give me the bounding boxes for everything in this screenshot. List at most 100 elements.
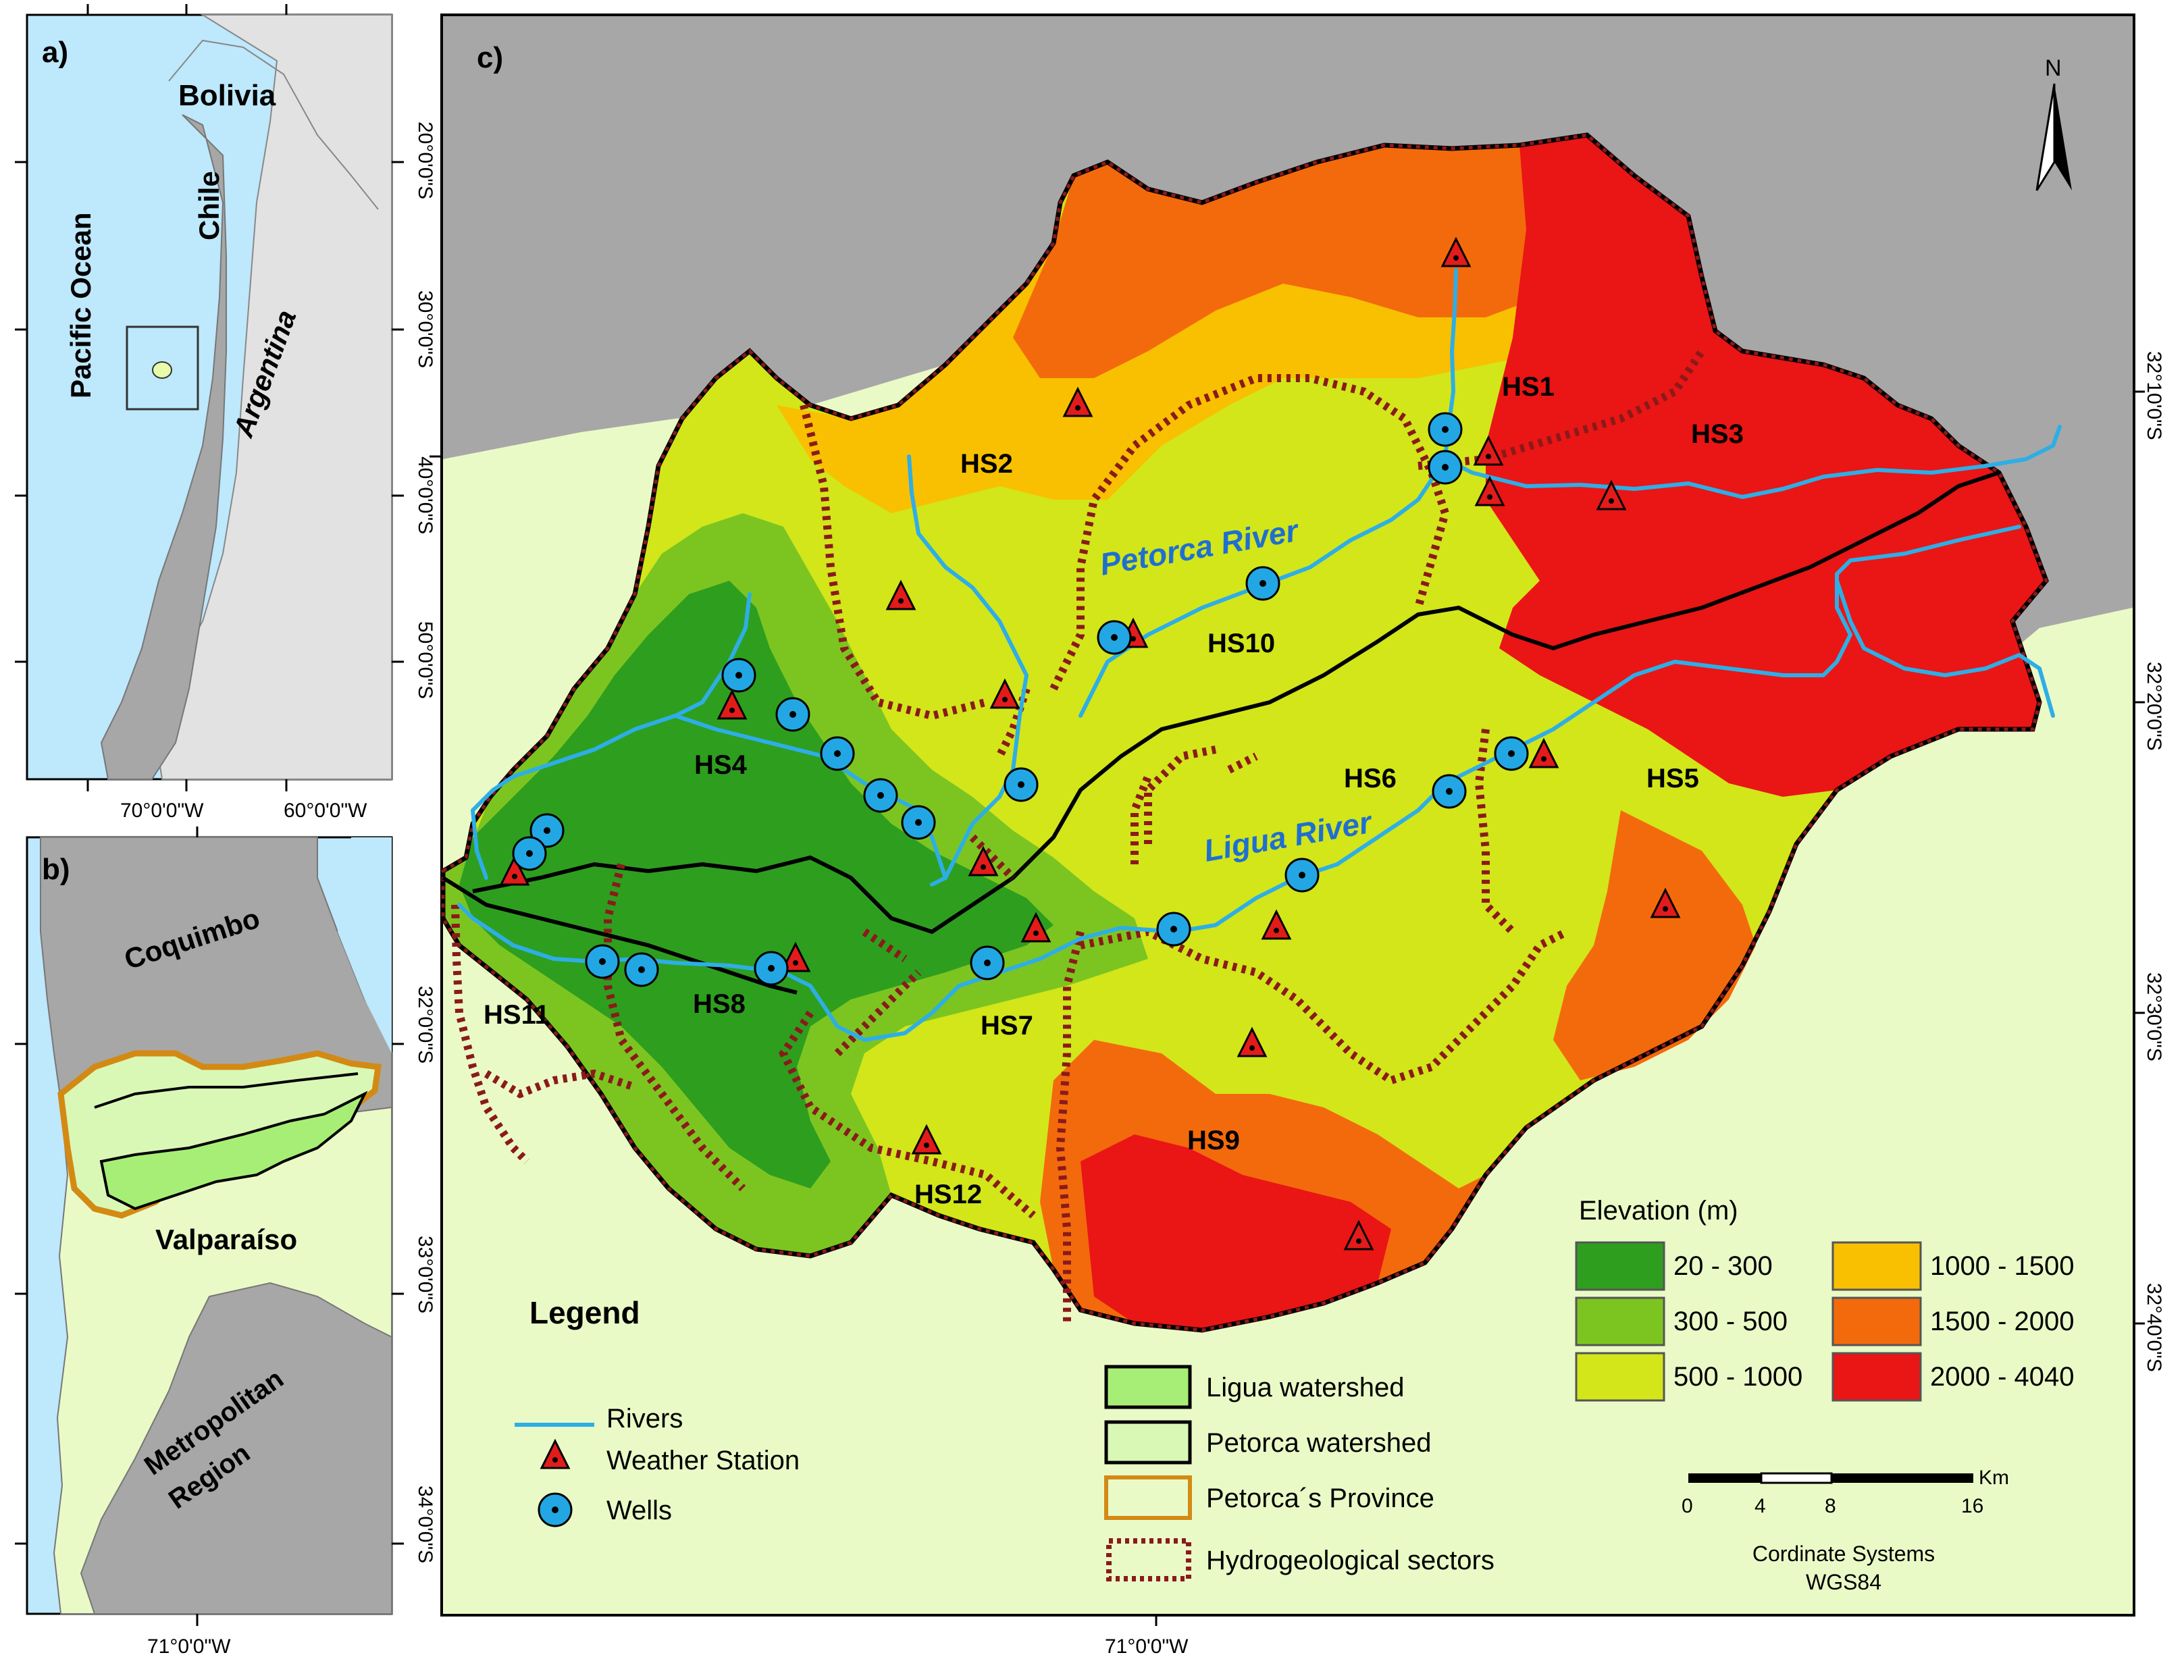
legend-ligua-watershed: Ligua watershed bbox=[1206, 1373, 1405, 1402]
legend-hydrogeological-sectors: Hydrogeological sectors bbox=[1206, 1546, 1494, 1575]
elev-swatch-5 bbox=[1831, 1352, 1922, 1402]
label-bolivia: Bolivia bbox=[178, 79, 276, 112]
well bbox=[863, 778, 898, 813]
lat-tick-a-50: 50°0'0"S bbox=[414, 621, 436, 699]
wells bbox=[512, 412, 1529, 987]
label-hs12: HS12 bbox=[914, 1180, 982, 1209]
label-hs3: HS3 bbox=[1691, 419, 1744, 449]
well bbox=[529, 813, 565, 848]
study-area-elev-2000-hs9 bbox=[1081, 1134, 1391, 1330]
label-hs1: HS1 bbox=[1502, 372, 1555, 402]
well bbox=[820, 736, 855, 771]
weather-station bbox=[1528, 737, 1559, 768]
lat-tick-b-33: 33°0'0"S bbox=[414, 1236, 436, 1313]
crs-line-1: Cordinate Systems bbox=[1752, 1542, 1935, 1566]
lat-tick-c-10: 32°10'0"S bbox=[2143, 351, 2165, 440]
elev-label-4: 1500 - 2000 bbox=[1930, 1307, 2075, 1336]
well bbox=[721, 658, 756, 693]
well bbox=[1156, 912, 1191, 947]
weather-station bbox=[1473, 435, 1504, 466]
panel-b-label: b) bbox=[42, 853, 70, 886]
lat-tick-b-32: 32°0'0"S bbox=[414, 986, 436, 1064]
weather-station bbox=[1440, 236, 1472, 267]
north-arrow-icon: N bbox=[2035, 55, 2072, 191]
scale-tick-8: 8 bbox=[1825, 1495, 1836, 1517]
legend-petorca-watershed: Petorca watershed bbox=[1206, 1428, 1432, 1458]
study-area-elev-2000-4040 bbox=[1486, 135, 2046, 797]
study-area-elev-20-300 bbox=[459, 581, 1054, 1188]
label-hs11: HS11 bbox=[484, 1000, 550, 1030]
elev-swatch-4 bbox=[1831, 1296, 1922, 1346]
hydrogeological-sector-lines bbox=[451, 348, 1705, 1323]
rivers bbox=[457, 268, 2062, 1042]
label-hs7: HS7 bbox=[981, 1011, 1033, 1041]
study-area-sector-edge bbox=[441, 133, 2048, 1332]
elev-label-1: 300 - 500 bbox=[1673, 1307, 1788, 1336]
elev-swatch-2 bbox=[1575, 1352, 1665, 1402]
panel-c-axes: 71°0'0"W 32°10'0"S 32°20'0"S 32°30'0"S 3… bbox=[430, 351, 2165, 1658]
weather-station bbox=[1237, 1026, 1268, 1057]
neighbour-countries bbox=[154, 14, 392, 780]
study-area-box bbox=[126, 325, 199, 411]
legend-title: Legend bbox=[529, 1295, 640, 1330]
panel-c-label: c) bbox=[477, 41, 503, 74]
weather-station bbox=[717, 689, 748, 720]
label-pacific-ocean: Pacific Ocean bbox=[65, 213, 97, 398]
scale-tick-0: 0 bbox=[1682, 1495, 1693, 1517]
elev-swatch-1 bbox=[1575, 1296, 1665, 1346]
scale-seg-2 bbox=[1760, 1472, 1833, 1484]
country-border bbox=[168, 39, 379, 210]
well bbox=[1245, 566, 1280, 601]
well bbox=[1097, 620, 1132, 655]
lon-tick-a-70: 70°0'0"W bbox=[120, 799, 204, 822]
weather-station bbox=[1650, 887, 1681, 918]
panel-a-label: a) bbox=[42, 36, 68, 69]
weather-station bbox=[885, 579, 916, 610]
elev-label-3: 1000 - 1500 bbox=[1930, 1251, 2075, 1281]
legend-ligua-symbol bbox=[1104, 1365, 1192, 1409]
lat-tick-c-20: 32°20'0"S bbox=[2143, 662, 2165, 751]
elev-swatch-0 bbox=[1575, 1241, 1665, 1291]
lat-tick-c-40: 32°40'0"S bbox=[2143, 1283, 2165, 1372]
legend-weather-station: Weather Station bbox=[606, 1446, 800, 1475]
weather-station bbox=[1343, 1219, 1374, 1251]
panel-b-east-water bbox=[338, 837, 392, 1053]
well bbox=[1432, 774, 1467, 809]
ligua-watershed-inset bbox=[99, 1091, 368, 1211]
well bbox=[512, 836, 547, 871]
lat-tick-a-40: 40°0'0"S bbox=[414, 456, 436, 534]
scale-bar: Km 0 4 8 16 Cordinate Systems WGS84 bbox=[1682, 1467, 2009, 1594]
north-label: N bbox=[2045, 55, 2062, 81]
lat-tick-a-30: 30°0'0"S bbox=[414, 290, 436, 368]
scale-tick-4: 4 bbox=[1754, 1495, 1766, 1517]
watershed-divides bbox=[442, 471, 2000, 995]
lat-tick-a-20: 20°0'0"S bbox=[414, 122, 436, 199]
label-hs9: HS9 bbox=[1187, 1126, 1240, 1155]
well bbox=[624, 952, 659, 987]
weather-station bbox=[1020, 912, 1051, 943]
weather-station bbox=[499, 855, 530, 886]
legend-wells: Wells bbox=[606, 1496, 672, 1525]
label-hs5: HS5 bbox=[1646, 764, 1699, 793]
weather-station bbox=[780, 941, 811, 972]
legend-petorca-province: Petorca´s Province bbox=[1206, 1484, 1434, 1513]
weather-station bbox=[1474, 475, 1505, 506]
well bbox=[1494, 736, 1529, 771]
elev-label-5: 2000 - 4040 bbox=[1930, 1362, 2075, 1392]
label-hs10: HS10 bbox=[1207, 629, 1275, 658]
weather-station bbox=[968, 845, 999, 876]
legend-rivers: Rivers bbox=[606, 1404, 683, 1434]
legend-well-symbol bbox=[538, 1492, 573, 1527]
lon-tick-c: 71°0'0"W bbox=[1105, 1635, 1189, 1658]
label-hs4: HS4 bbox=[694, 750, 748, 780]
label-hs2: HS2 bbox=[960, 449, 1013, 479]
label-hs6: HS6 bbox=[1344, 764, 1397, 793]
panel-b-axes: 32°0'0"S 33°0'0"S 34°0'0"S 71°0'0"W bbox=[15, 826, 436, 1658]
weather-station bbox=[911, 1124, 942, 1155]
lat-tick-b-34: 34°0'0"S bbox=[414, 1486, 436, 1563]
well bbox=[901, 805, 936, 840]
crs-line-2: WGS84 bbox=[1806, 1570, 1881, 1594]
elevation-classes: 20 - 300 300 - 500 500 - 1000 1000 - 150… bbox=[1575, 1241, 2075, 1402]
elevation-title: Elevation (m) bbox=[1579, 1196, 1738, 1226]
well bbox=[585, 944, 620, 979]
